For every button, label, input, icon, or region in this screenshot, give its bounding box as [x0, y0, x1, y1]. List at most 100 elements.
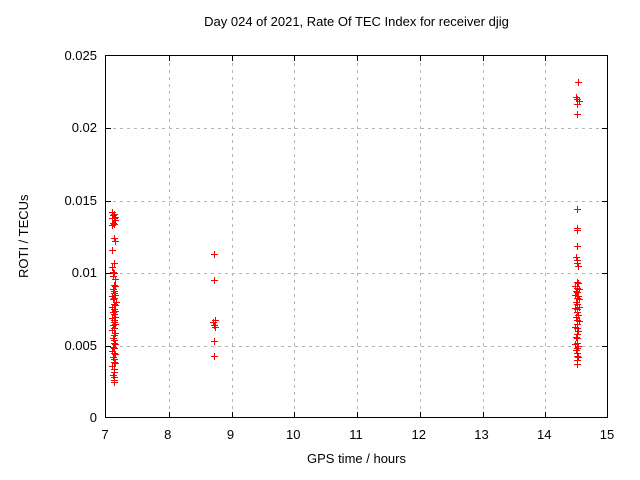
x-tick-bottom [294, 412, 296, 417]
data-point [575, 317, 583, 325]
data-point [574, 339, 582, 347]
data-point [573, 294, 581, 302]
data-point [109, 273, 117, 281]
x-axis-label: GPS time / hours [307, 451, 406, 466]
data-point [111, 216, 119, 224]
x-tick-bottom [482, 412, 484, 417]
data-point [575, 286, 583, 294]
data-point [110, 365, 118, 373]
x-tick-top [419, 56, 421, 61]
data-point [110, 290, 118, 298]
data-point [572, 333, 580, 341]
data-point [573, 331, 581, 339]
data-point [573, 242, 581, 250]
data-point [112, 307, 120, 315]
data-point [574, 335, 582, 343]
data-point [574, 316, 582, 324]
data-point [572, 93, 580, 101]
data-point [109, 296, 117, 304]
y-gridline [106, 128, 607, 130]
data-point [572, 346, 580, 354]
data-point [573, 260, 581, 268]
data-point [109, 264, 117, 272]
data-point [111, 329, 119, 337]
data-point [111, 325, 119, 333]
data-point [573, 345, 581, 353]
data-point [574, 226, 582, 234]
data-point [572, 341, 580, 349]
data-point [111, 336, 119, 344]
y-tick-left [106, 200, 111, 202]
y-tick-label: 0.01 [71, 265, 97, 281]
y-tick-label: 0 [89, 410, 97, 425]
x-tick-top [231, 56, 233, 61]
data-point [110, 235, 118, 243]
data-point [110, 358, 118, 366]
data-point [210, 338, 218, 346]
data-point [573, 206, 581, 214]
data-point [111, 294, 119, 302]
data-point [572, 304, 580, 312]
data-point [110, 281, 118, 289]
data-point [574, 349, 582, 357]
y-tick-label: 0.025 [64, 48, 97, 63]
data-point [576, 296, 584, 304]
data-point [109, 326, 117, 334]
data-point [111, 316, 119, 324]
x-tick-top [545, 56, 547, 61]
data-point [109, 354, 117, 362]
data-point [572, 313, 580, 321]
data-point [111, 275, 119, 283]
data-point [112, 283, 120, 291]
y-axis-label: ROTI / TECUs [16, 194, 31, 279]
x-gridline [482, 56, 484, 417]
y-tick-left [106, 128, 111, 130]
data-point [111, 210, 119, 218]
data-point [575, 303, 583, 311]
data-point [111, 377, 119, 385]
data-point [112, 213, 120, 221]
data-point [110, 374, 118, 382]
data-point [109, 286, 117, 294]
data-point [109, 247, 117, 255]
chart-title: Day 024 of 2021, Rate Of TEC Index for r… [204, 14, 509, 29]
data-point [573, 110, 581, 118]
data-point [211, 316, 219, 324]
data-point [109, 315, 117, 323]
data-point [573, 100, 581, 108]
data-point [573, 309, 581, 317]
y-tick-right [602, 345, 607, 347]
data-point [571, 291, 579, 299]
data-point [110, 332, 118, 340]
data-point [111, 291, 119, 299]
y-gridline [106, 200, 607, 202]
x-tick-label: 14 [537, 427, 552, 442]
data-point [109, 371, 117, 379]
y-tick-right [602, 273, 607, 275]
data-point [109, 293, 117, 301]
x-tick-label: 9 [226, 427, 235, 442]
data-point [111, 313, 119, 321]
data-point [572, 299, 580, 307]
data-point [210, 277, 218, 285]
data-point [109, 344, 117, 352]
data-point [112, 320, 120, 328]
y-tick-label: 0.02 [71, 120, 97, 136]
y-tick-left [106, 273, 111, 275]
data-point [110, 310, 118, 318]
data-point [110, 300, 118, 308]
y-tick-label: 0.005 [64, 337, 97, 353]
y-tick-left [106, 345, 111, 347]
x-tick-label: 8 [164, 427, 172, 442]
x-tick-label: 10 [286, 427, 301, 442]
plot-area [105, 55, 608, 418]
data-point [111, 302, 119, 310]
x-tick-bottom [419, 412, 421, 417]
x-tick-label: 11 [349, 427, 363, 442]
x-tick-label: 12 [411, 427, 426, 442]
data-point [109, 348, 117, 356]
x-gridline [231, 56, 233, 417]
data-point [111, 287, 119, 295]
data-point [573, 320, 581, 328]
x-tick-top [168, 56, 170, 61]
